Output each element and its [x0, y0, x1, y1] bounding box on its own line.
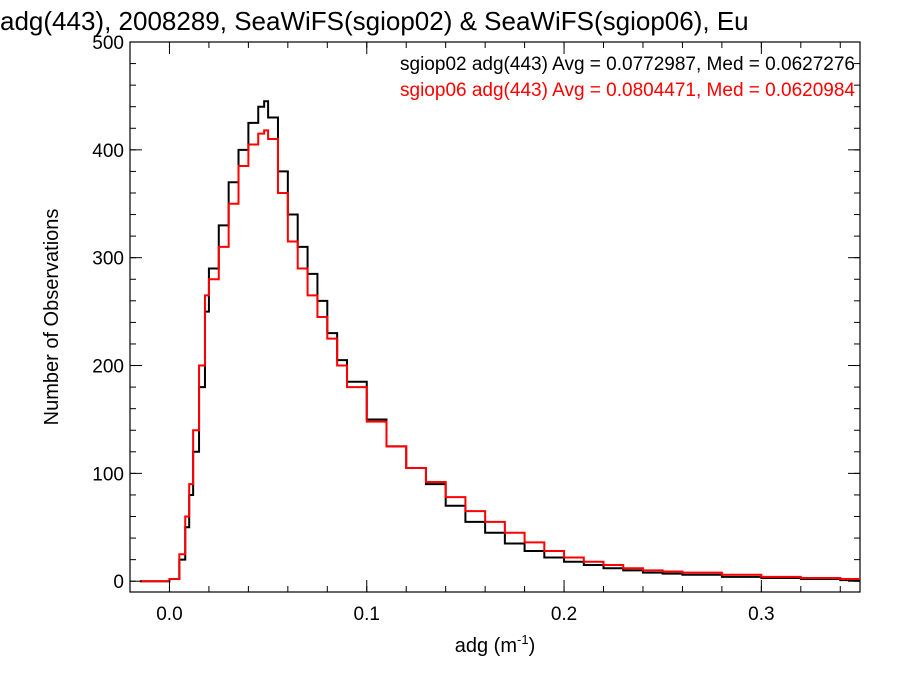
x-tick-label: 0.2	[551, 604, 577, 625]
x-axis-label-main: adg (m	[455, 635, 517, 657]
x-tick-label: 0.1	[354, 604, 380, 625]
legend-entry-sgiop02: sgiop02 adg(443) Avg = 0.0772987, Med = …	[400, 54, 855, 75]
legend: sgiop02 adg(443) Avg = 0.0772987, Med = …	[400, 54, 855, 101]
x-axis-label-close: )	[529, 635, 536, 657]
series-layer	[139, 100, 860, 583]
y-tick-label: 100	[92, 464, 124, 485]
y-tick-label: 500	[92, 33, 124, 54]
y-tick-label: 200	[92, 357, 124, 378]
series-sgiop06-line	[139, 129, 860, 583]
x-axis-label-sup: -1	[517, 632, 529, 647]
y-tick-label: 300	[92, 249, 124, 270]
ticks-layer: 0.0 0.1 0.2 0.3 0 100 200 300 400 500	[92, 33, 860, 625]
x-tick-label: 0.0	[156, 604, 182, 625]
y-tick-label: 400	[92, 141, 124, 162]
plot-frame	[129, 41, 861, 593]
x-tick-label: 0.3	[748, 604, 774, 625]
chart-title: adg(443), 2008289, SeaWiFS(sgiop02) & Se…	[0, 6, 749, 36]
legend-entry-sgiop06: sgiop06 adg(443) Avg = 0.0804471, Med = …	[400, 80, 855, 101]
plot-area	[129, 41, 861, 593]
y-tick-label: 0	[113, 572, 124, 593]
y-axis-label: Number of Observations	[41, 209, 63, 426]
x-axis-label: adg (m-1)	[455, 632, 535, 657]
